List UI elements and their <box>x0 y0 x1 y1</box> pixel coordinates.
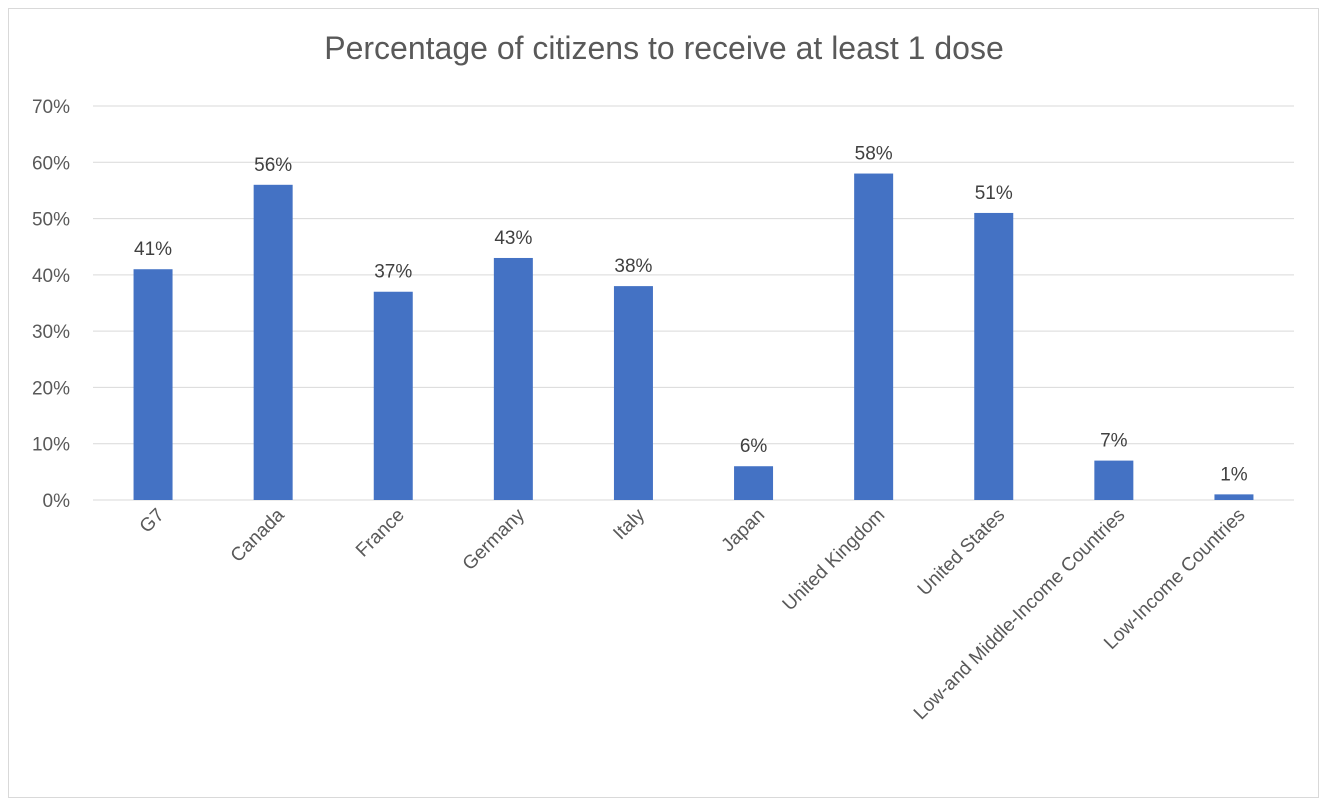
y-tick-label: 70% <box>32 97 70 118</box>
x-tick-label: France <box>352 505 409 562</box>
x-tick-label: United States <box>914 505 1010 601</box>
data-label: 41% <box>134 239 172 260</box>
y-tick-label: 20% <box>32 378 70 399</box>
bar <box>373 291 413 500</box>
x-tick-label: Germany <box>459 504 529 574</box>
data-label: 7% <box>1100 431 1128 452</box>
y-tick-label: 60% <box>32 153 70 174</box>
bar <box>1214 494 1254 500</box>
data-label: 56% <box>254 155 292 176</box>
data-label: 51% <box>975 183 1013 204</box>
chart-title: Percentage of citizens to receive at lea… <box>324 30 1004 66</box>
data-label: 37% <box>374 262 412 283</box>
bar <box>253 184 293 501</box>
bar <box>133 269 173 500</box>
y-tick-label: 40% <box>32 266 70 287</box>
bar <box>734 466 774 500</box>
bar <box>1094 460 1134 500</box>
bar <box>613 286 653 500</box>
x-tick-label: Italy <box>609 504 649 544</box>
data-label: 1% <box>1220 464 1248 485</box>
data-label: 38% <box>614 256 652 277</box>
x-tick-label: G7 <box>136 505 169 538</box>
data-label: 43% <box>494 228 532 249</box>
bar <box>854 173 894 501</box>
x-tick-label: Japan <box>718 505 769 556</box>
y-tick-label: 30% <box>32 322 70 343</box>
bar <box>493 257 533 500</box>
x-tick-label: Low-Income Countries <box>1100 505 1249 654</box>
bar <box>974 212 1014 500</box>
x-tick-label: Canada <box>227 504 289 566</box>
y-tick-label: 50% <box>32 210 70 231</box>
data-label: 58% <box>855 144 893 165</box>
x-tick-label: United Kingdom <box>779 505 889 615</box>
x-tick-label: Low-and Middle-Income Countries <box>910 505 1129 724</box>
y-tick-label: 10% <box>32 435 70 456</box>
y-tick-label: 0% <box>43 491 71 512</box>
chart-frame <box>8 8 1319 798</box>
data-label: 6% <box>740 436 768 457</box>
